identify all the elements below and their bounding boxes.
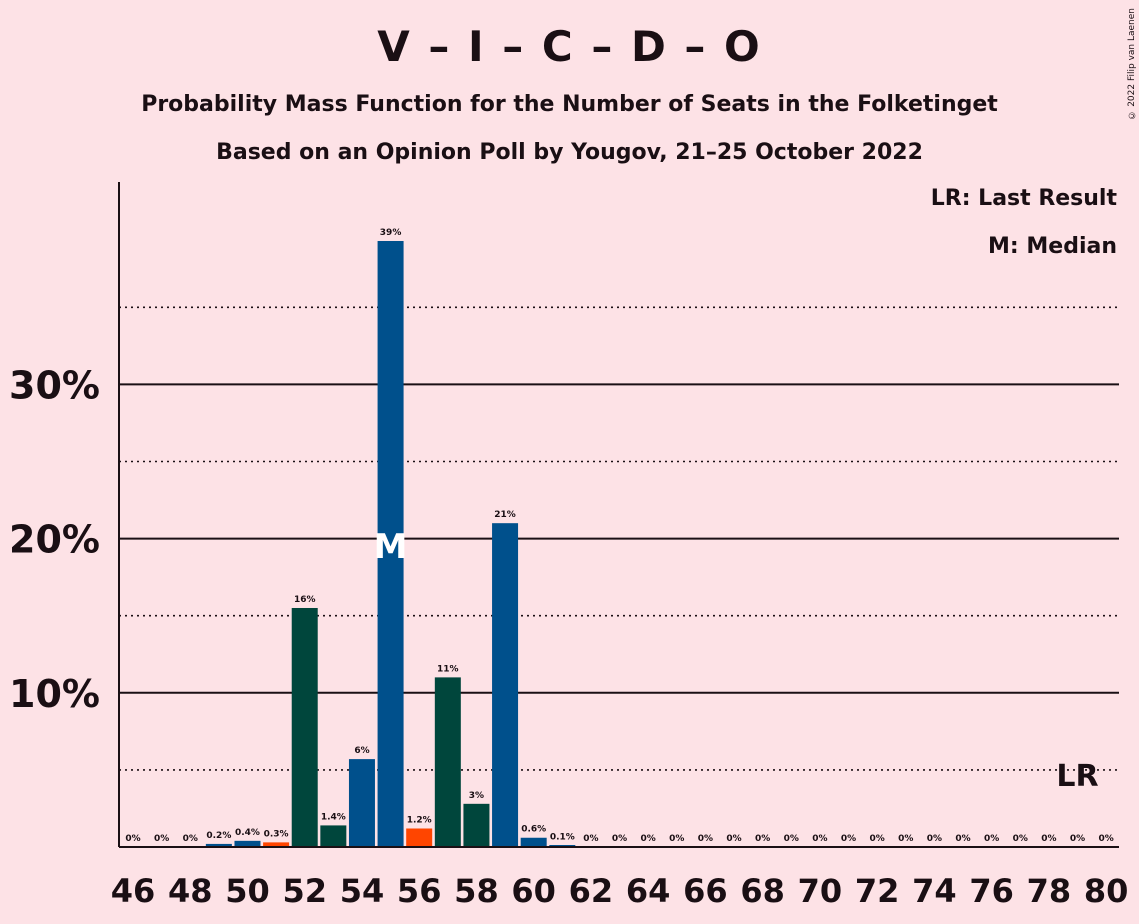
- y-tick-label: 20%: [9, 518, 100, 562]
- bar-value-label: 0%: [984, 834, 999, 844]
- bar-value-label: 0%: [755, 834, 770, 844]
- chart-title: V – I – C – D – O: [377, 22, 762, 71]
- bar-value-label: 0%: [669, 834, 684, 844]
- x-tick-label: 68: [740, 872, 785, 910]
- bar-value-label: 0%: [698, 834, 713, 844]
- y-tick-label: 30%: [9, 363, 100, 407]
- bar-value-label: 0%: [955, 834, 970, 844]
- bar-value-label: 0%: [1070, 834, 1085, 844]
- x-tick-label: 72: [855, 872, 900, 910]
- bar-seat-59: [492, 523, 519, 847]
- x-tick-label: 76: [969, 872, 1014, 910]
- bar-value-label: 0.4%: [235, 828, 260, 838]
- bar-value-label: 39%: [380, 228, 402, 238]
- bar-seat-57: [434, 677, 461, 847]
- bar-value-label: 0%: [841, 834, 856, 844]
- legend-last-result: LR: Last Result: [930, 186, 1117, 211]
- x-tick-label: 60: [511, 872, 556, 910]
- bar-value-label: 0%: [1013, 834, 1028, 844]
- y-tick-label: 10%: [9, 672, 100, 716]
- x-tick-label: 48: [168, 872, 213, 910]
- bar-value-label: 0%: [784, 834, 799, 844]
- x-tick-label: 54: [340, 872, 385, 910]
- x-tick-label: 58: [454, 872, 499, 910]
- bar-value-label: 0%: [812, 834, 827, 844]
- bar-value-label: 0%: [154, 834, 169, 844]
- bar-value-label: 0%: [1098, 834, 1113, 844]
- x-tick-label: 74: [912, 872, 957, 910]
- bar-value-label: 0%: [183, 834, 198, 844]
- x-tick-label: 62: [569, 872, 614, 910]
- x-tick-label: 50: [225, 872, 270, 910]
- bar-value-label: 21%: [494, 510, 516, 520]
- bar-seat-50: [234, 840, 261, 847]
- median-marker: M: [374, 527, 408, 567]
- bar-value-label: 0%: [583, 834, 598, 844]
- bar-seat-58: [463, 803, 490, 847]
- bar-value-label: 0%: [641, 834, 656, 844]
- x-tick-label: 78: [1027, 872, 1072, 910]
- x-tick-label: 66: [683, 872, 728, 910]
- bar-value-label: 3%: [469, 791, 484, 801]
- last-result-marker: LR: [1056, 759, 1098, 794]
- bar-value-label: 0%: [927, 834, 942, 844]
- legend-median: M: Median: [988, 234, 1117, 259]
- bar-value-label: 11%: [437, 664, 459, 674]
- bar-value-label: 6%: [354, 746, 369, 756]
- bar-value-label: 0%: [612, 834, 627, 844]
- bar-seat-51: [263, 842, 290, 847]
- bar-value-label: 0%: [869, 834, 884, 844]
- bar-value-label: 0%: [1041, 834, 1056, 844]
- bar-value-label: 0.3%: [264, 829, 289, 839]
- bar-seat-52: [291, 607, 318, 847]
- bar-seat-55: [377, 240, 404, 847]
- bar-value-label: 16%: [294, 595, 316, 605]
- bar-value-label: 0%: [726, 834, 741, 844]
- bar-seat-49: [205, 843, 232, 847]
- x-tick-label: 80: [1084, 872, 1129, 910]
- chart-subtitle: Probability Mass Function for the Number…: [141, 92, 998, 117]
- bar-seat-54: [348, 759, 375, 847]
- x-tick-label: 46: [111, 872, 156, 910]
- bar-seat-56: [406, 828, 433, 847]
- bar-value-label: 0.1%: [550, 832, 575, 842]
- x-tick-label: 52: [282, 872, 327, 910]
- bar-value-label: 0%: [898, 834, 913, 844]
- bar-value-label: 0.6%: [521, 825, 546, 835]
- bar-value-label: 1.2%: [407, 815, 432, 825]
- bar-value-label: 0.2%: [206, 831, 231, 841]
- bar-value-label: 0%: [125, 834, 140, 844]
- x-tick-label: 64: [626, 872, 671, 910]
- bar-seat-53: [320, 825, 347, 847]
- bar-value-label: 1.4%: [321, 812, 346, 822]
- bar-seat-60: [520, 837, 547, 847]
- x-tick-label: 70: [798, 872, 843, 910]
- chart-subtitle-source: Based on an Opinion Poll by Yougov, 21–2…: [216, 140, 923, 165]
- x-tick-label: 56: [397, 872, 442, 910]
